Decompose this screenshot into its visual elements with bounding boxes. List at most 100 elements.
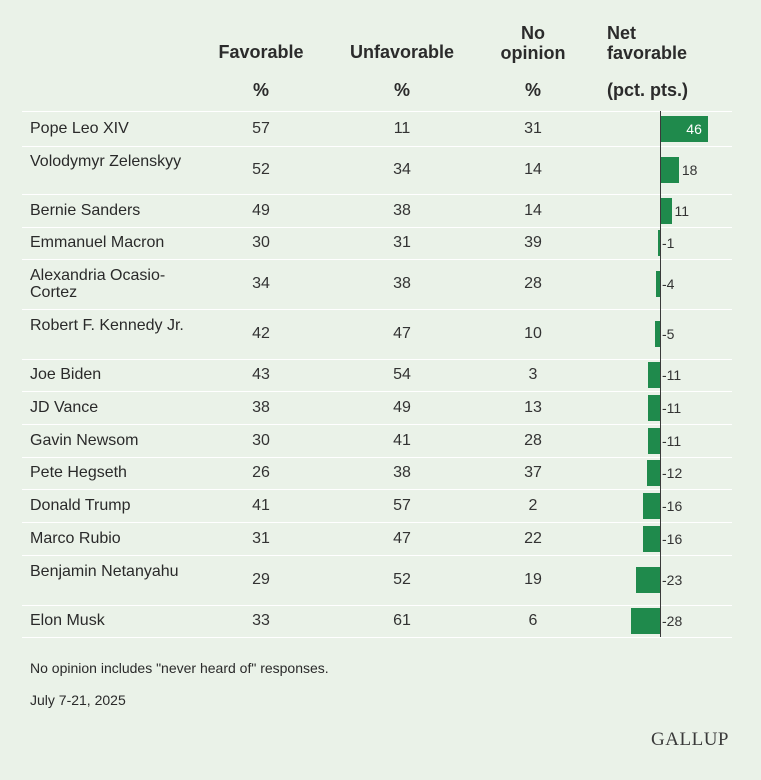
- net-favorable-label: 11: [674, 202, 690, 219]
- row-no-opinion-value: 19: [524, 571, 542, 588]
- net-favorable-label: -16: [662, 530, 683, 547]
- net-favorable-bar: [648, 427, 660, 454]
- header-unfavorable: Unfavorable: [349, 42, 455, 62]
- net-favorable-bar: [658, 230, 660, 256]
- row-unfavorable-value: 57: [393, 496, 411, 514]
- net-favorable-label: -28: [662, 613, 683, 629]
- header-net-line1: Net: [607, 23, 637, 43]
- row-unfavorable-value: 54: [393, 366, 411, 383]
- row-name: Benjamin Netanyahu: [30, 563, 179, 580]
- row-no-opinion-value: 14: [524, 161, 542, 178]
- gallup-logo: GALLUP: [651, 729, 729, 750]
- row-favorable-value: 57: [252, 119, 270, 137]
- row-no-opinion-value: 28: [524, 275, 542, 292]
- row-name: Pope Leo XIV: [30, 119, 129, 137]
- row-divider: [22, 457, 732, 458]
- row-divider: [22, 489, 732, 490]
- row-name: Marco Rubio: [30, 529, 121, 547]
- row-no-opinion-value: 3: [528, 366, 538, 383]
- net-favorable-bar: [648, 362, 660, 388]
- row-favorable-value: 31: [252, 529, 270, 547]
- footnote: No opinion includes "never heard of" res…: [30, 660, 329, 676]
- row-unfavorable-value: 49: [393, 398, 411, 416]
- net-favorable-bar: [643, 525, 660, 552]
- date-note: July 7-21, 2025: [30, 692, 126, 708]
- row-divider: [22, 605, 732, 606]
- row-no-opinion-value: 2: [528, 496, 538, 514]
- row-divider: [22, 309, 732, 310]
- row-favorable-value: 29: [252, 571, 270, 588]
- header-no-opinion-unit: %: [524, 80, 542, 100]
- row-favorable-value: 52: [252, 161, 270, 178]
- row-name: Emmanuel Macron: [30, 234, 165, 251]
- net-favorable-label: -1: [662, 235, 675, 251]
- row-no-opinion-value: 13: [524, 398, 542, 416]
- row-divider: [22, 522, 732, 523]
- row-unfavorable-value: 11: [393, 119, 411, 137]
- net-favorable-bar: [643, 492, 660, 519]
- net-favorable-label: 46: [686, 120, 702, 137]
- net-favorable-bar: [647, 460, 660, 486]
- row-favorable-value: 26: [252, 464, 270, 481]
- net-favorable-bar: [660, 115, 709, 142]
- net-favorable-bar: [660, 197, 672, 224]
- net-favorable-label: -5: [662, 326, 675, 342]
- net-favorable-bar: [660, 157, 679, 183]
- row-divider: [22, 194, 732, 195]
- net-favorable-label: -11: [662, 367, 682, 383]
- net-favorable-label: -11: [662, 399, 682, 416]
- header-net-line2: favorable: [607, 43, 688, 63]
- row-no-opinion-value: 10: [524, 325, 542, 342]
- row-favorable-value: 33: [252, 612, 270, 629]
- row-unfavorable-value: 38: [393, 464, 411, 481]
- row-unfavorable-value: 31: [393, 234, 411, 251]
- row-unfavorable-value: 34: [393, 161, 411, 178]
- row-unfavorable-value: 61: [393, 612, 411, 629]
- row-divider: [22, 359, 732, 360]
- net-axis-line: [660, 111, 661, 637]
- row-name: Bernie Sanders: [30, 201, 141, 219]
- row-name: Robert F. Kennedy Jr.: [30, 317, 184, 334]
- row-name: Volodymyr Zelenskyy: [30, 153, 182, 170]
- row-divider: [22, 391, 732, 392]
- net-favorable-label: -12: [662, 465, 683, 481]
- net-favorable-label: -11: [662, 432, 682, 449]
- net-favorable-label: 18: [681, 162, 698, 178]
- header-net-unit: (pct. pts.): [607, 80, 688, 100]
- row-unfavorable-value: 52: [393, 571, 411, 588]
- row-divider: [22, 146, 732, 147]
- header-no-opinion-line1: No: [521, 23, 545, 43]
- row-no-opinion-value: 14: [524, 201, 542, 219]
- row-name: JD Vance: [30, 398, 99, 416]
- row-no-opinion-value: 28: [524, 431, 542, 449]
- row-favorable-value: 38: [252, 398, 270, 416]
- row-unfavorable-value: 41: [393, 431, 411, 449]
- row-name: Donald Trump: [30, 496, 131, 514]
- row-divider: [22, 227, 732, 228]
- row-name: Alexandria Ocasio-Cortez: [30, 267, 166, 301]
- net-favorable-bar: [648, 394, 660, 421]
- row-name: Joe Biden: [30, 366, 102, 383]
- row-favorable-value: 30: [252, 234, 270, 251]
- net-favorable-bar: [630, 608, 660, 634]
- row-unfavorable-value: 47: [393, 325, 411, 342]
- row-no-opinion-value: 39: [524, 234, 542, 251]
- row-unfavorable-value: 38: [393, 201, 411, 219]
- row-name: Gavin Newsom: [30, 431, 139, 449]
- net-favorable-bar: [655, 271, 660, 297]
- net-favorable-bar: [654, 321, 660, 347]
- net-favorable-label: -4: [662, 276, 675, 292]
- row-name: Elon Musk: [30, 612, 105, 629]
- header-favorable-unit: %: [252, 80, 270, 100]
- row-favorable-value: 49: [252, 201, 270, 219]
- row-divider: [22, 637, 732, 638]
- header-favorable: Favorable: [218, 42, 304, 62]
- row-divider: [22, 555, 732, 556]
- net-favorable-label: -23: [662, 572, 683, 588]
- header-unfavorable-unit: %: [393, 80, 411, 100]
- row-no-opinion-value: 6: [528, 612, 538, 629]
- row-divider: [22, 424, 732, 425]
- row-divider: [22, 111, 732, 112]
- net-favorable-bar: [635, 567, 660, 593]
